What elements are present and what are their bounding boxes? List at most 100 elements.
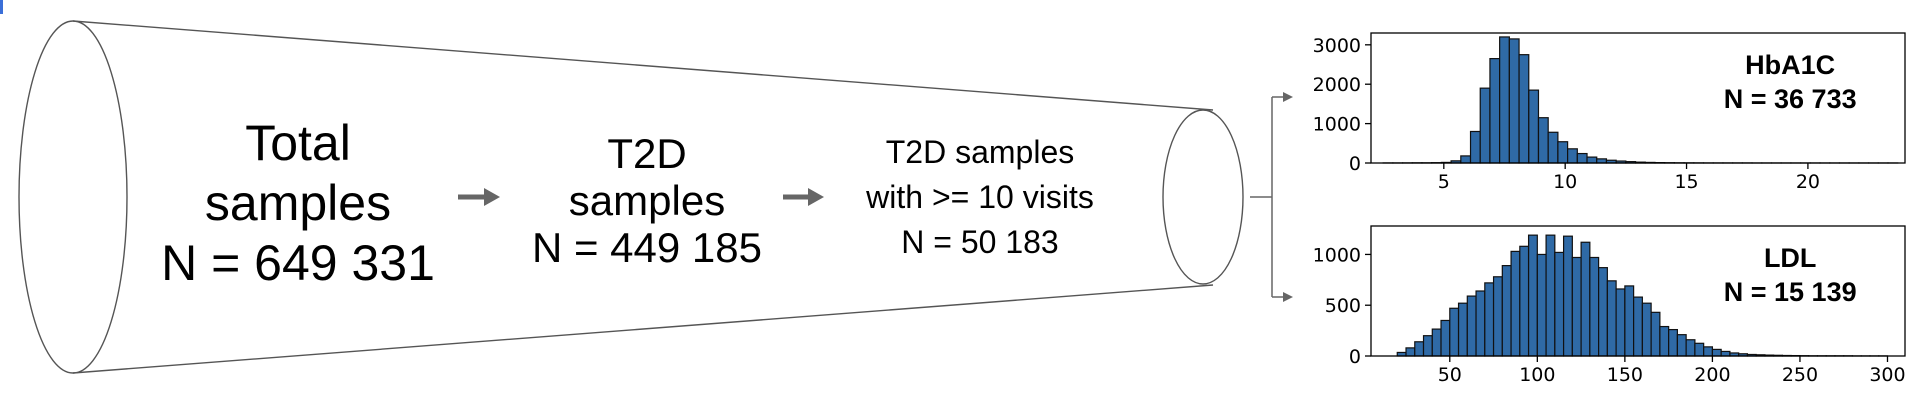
ldl-bar [1641, 302, 1652, 357]
hba1c-bar [1479, 87, 1491, 164]
hba1c-count: N = 36 733 [1724, 84, 1857, 114]
funnel [18, 20, 1244, 374]
ldl-bar [1457, 302, 1468, 357]
ldl-bar [1685, 339, 1696, 357]
ldl-bar [1694, 342, 1705, 357]
ldl-bar [1484, 282, 1495, 357]
hba1c-bar [1576, 152, 1588, 164]
hba1c-bar [1567, 148, 1578, 164]
ldl-bar [1676, 334, 1687, 357]
ldl-bar [1501, 265, 1512, 357]
hba1c-bar [1528, 89, 1540, 164]
hba1c-y-tick-label: 0 [1349, 153, 1361, 175]
hba1c-x-tick-label: 10 [1553, 171, 1577, 193]
stage-t2d-line1: T2D [607, 130, 686, 177]
branch-arrow-top [1283, 92, 1293, 102]
stage-t2d-line2: samples [569, 177, 725, 224]
hba1c-y-tick-label: 3000 [1313, 35, 1361, 57]
stage-visits-line1: T2D samples [886, 134, 1075, 170]
ldl-x-tick-label: 50 [1438, 364, 1462, 386]
hba1c-y-tick-label: 1000 [1313, 114, 1361, 136]
ldl-plot-frame [1370, 225, 1906, 357]
ldl-bar [1449, 307, 1460, 357]
ldl-bar [1519, 245, 1530, 357]
histogram-ldl: 50 100 150 200 250 300 0 500 1000 LDL N = 15 139 [1313, 225, 1906, 386]
ldl-count: N = 15 139 [1724, 277, 1857, 307]
hba1c-y-tick-label: 2000 [1313, 74, 1361, 96]
stage-visits-line2: with >= 10 visits [865, 179, 1094, 215]
ldl-bar [1475, 290, 1486, 357]
ldl-bar [1466, 295, 1477, 357]
hba1c-bar [1537, 117, 1549, 164]
ldl-bar [1422, 335, 1433, 357]
funnel-top-edge [72, 20, 1214, 111]
hba1c-x-tick-label: 15 [1674, 171, 1698, 193]
hba1c-bar [1518, 54, 1530, 164]
funnel-bottom-edge [72, 284, 1214, 374]
branch-arrow-bottom [1283, 292, 1293, 302]
ldl-x-tick-label: 300 [1869, 364, 1905, 386]
hba1c-bar [1469, 130, 1481, 164]
ldl-bar [1624, 285, 1635, 357]
ldl-y-tick-label: 0 [1349, 346, 1361, 368]
ldl-bar [1589, 256, 1600, 357]
hba1c-x-tick-label: 5 [1438, 171, 1450, 193]
ldl-y-tick-label: 500 [1325, 295, 1361, 317]
hba1c-bar [1557, 141, 1569, 164]
stage-visits-count: N = 50 183 [901, 224, 1058, 260]
funnel-mouth [18, 20, 128, 374]
branch-connector [1250, 96, 1284, 298]
ldl-bar [1536, 253, 1547, 357]
ldl-bar [1711, 348, 1722, 357]
ldl-bar [1720, 350, 1731, 357]
arrow-2 [783, 188, 824, 206]
ldl-x-tick-label: 150 [1607, 364, 1643, 386]
ldl-bar [1633, 296, 1643, 357]
hba1c-bar [1499, 36, 1510, 164]
ldl-bar [1527, 234, 1538, 357]
ldl-bar [1545, 234, 1556, 357]
ldl-bar [1615, 288, 1626, 357]
ldl-bar [1440, 319, 1451, 357]
hba1c-bar [1489, 58, 1501, 164]
arrow-1 [458, 188, 500, 206]
ldl-bar [1703, 346, 1714, 357]
ldl-bar [1414, 341, 1425, 357]
ldl-bar [1554, 251, 1565, 357]
ldl-bar [1650, 311, 1661, 357]
hba1c-bar [1547, 131, 1559, 164]
hba1c-title: HbA1C [1745, 50, 1835, 80]
stage-t2d-visits: T2D samples with >= 10 visits N = 50 183 [865, 134, 1094, 260]
ldl-bar [1668, 328, 1678, 357]
ldl-bar [1606, 280, 1617, 357]
ldl-bar [1510, 250, 1521, 357]
hba1c-bar [1460, 155, 1472, 164]
stage-total-line2: samples [205, 175, 391, 231]
stage-total-samples: Total samples N = 649 331 [161, 115, 435, 291]
ldl-bar [1659, 325, 1670, 357]
stage-t2d-samples: T2D samples N = 449 185 [532, 130, 762, 271]
ldl-x-tick-label: 100 [1519, 364, 1555, 386]
hba1c-x-tick-label: 20 [1796, 171, 1820, 193]
ldl-bar [1405, 347, 1416, 357]
hba1c-bar [1586, 156, 1598, 164]
ldl-bar [1580, 241, 1591, 357]
ldl-bar [1571, 256, 1582, 357]
ldl-y-tick-label: 1000 [1313, 244, 1361, 266]
corner-mark [0, 0, 3, 14]
funnel-end [1162, 109, 1244, 285]
stage-t2d-count: N = 449 185 [532, 224, 762, 271]
ldl-bar [1492, 276, 1503, 357]
ldl-bar [1562, 235, 1573, 357]
stage-total-count: N = 649 331 [161, 235, 435, 291]
ldl-bar [1431, 328, 1442, 357]
ldl-title: LDL [1764, 243, 1816, 273]
histogram-hba1c: 5 10 15 20 0 1000 2000 3000 HbA1C N = 36 733 [1313, 32, 1906, 193]
hba1c-bar [1508, 38, 1520, 164]
ldl-x-tick-label: 250 [1782, 364, 1818, 386]
ldl-bar [1598, 267, 1608, 357]
hba1c-plot-frame [1370, 32, 1906, 164]
stage-total-line1: Total [245, 115, 351, 171]
ldl-x-tick-label: 200 [1694, 364, 1730, 386]
